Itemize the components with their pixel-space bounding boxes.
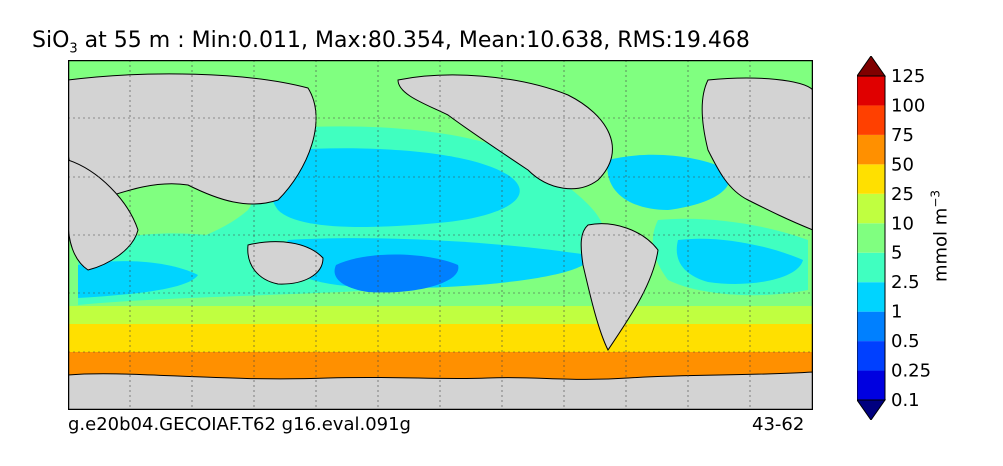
colorbar-tick-label: 75 [891,125,914,146]
colorbar-swatch [857,193,885,224]
australia-land [247,241,324,285]
colorbar-swatch [857,341,885,371]
colorbar-tick-label: 0.1 [891,390,920,411]
colorbar-extend-min [857,399,886,420]
colorbar-tick-label: 100 [891,95,925,116]
title-prefix: SiO [32,28,70,53]
colorbar-tick-label: 2.5 [891,272,920,293]
colorbar: 0.1 0.25 0.5 1 2.5 5 10 25 50 75 100 125 [857,56,931,420]
colorbar-frame [857,75,886,401]
colorbar-swatches [857,56,886,420]
north-atlantic-cyan-region [607,154,730,210]
year-range: 43-62 [752,414,805,435]
colorbar-tick-label: 0.25 [891,361,931,382]
colorbar-tick-label: 25 [891,184,914,205]
colorbar-swatch [857,252,885,283]
title-subscript: 3 [69,41,78,57]
colorbar-swatch [857,370,885,400]
south-band-yellow [68,322,813,352]
colorbar-swatch [857,311,885,342]
south-atlantic-cyan-region [676,238,803,284]
colorbar-swatch [857,164,885,194]
colorbar-tick-label: 0.5 [891,331,920,352]
colorbar-swatch [857,223,885,253]
south-america-land [580,223,659,351]
map-frame [68,60,813,410]
colorbar-tick-label: 50 [891,154,914,175]
colorbar-tick-label: 1 [891,302,902,323]
colorbar-swatch [857,282,885,312]
south-pacific-blue-region [334,254,459,293]
colorbar-swatch [857,105,885,135]
colorbar-extend-max [857,56,886,77]
map-grid [68,60,813,410]
africa-east-land [68,159,139,271]
chart-title: SiO3 at 55 m : Min:0.011, Max:80.354, Me… [32,28,750,56]
unit-exponent: −3 [928,189,943,208]
unit-text: mmol m [930,207,952,283]
colorbar-tick-label: 125 [891,66,925,87]
indian-ocean-cyan-region [78,261,198,298]
europe-africa-land [701,77,813,231]
pacific-cyan-region [269,148,520,227]
run-name: g.e20b04.GECOIAF.T62 g16.eval.091g [68,414,411,435]
south-band-lime [68,304,813,324]
colorbar-tick-label: 10 [891,213,914,234]
map-plot [68,60,813,410]
colorbar-tick-label: 5 [891,243,902,264]
colorbar-tick-labels: 0.1 0.25 0.5 1 2.5 5 10 25 50 75 100 125 [891,66,931,411]
colorbar-swatch [857,76,885,106]
colorbar-unit-label: mmol m−3 [929,190,952,282]
title-rest: at 55 m : Min:0.011, Max:80.354, Mean:10… [77,28,750,53]
colorbar-swatch [857,134,885,165]
north-america-land [397,74,613,190]
